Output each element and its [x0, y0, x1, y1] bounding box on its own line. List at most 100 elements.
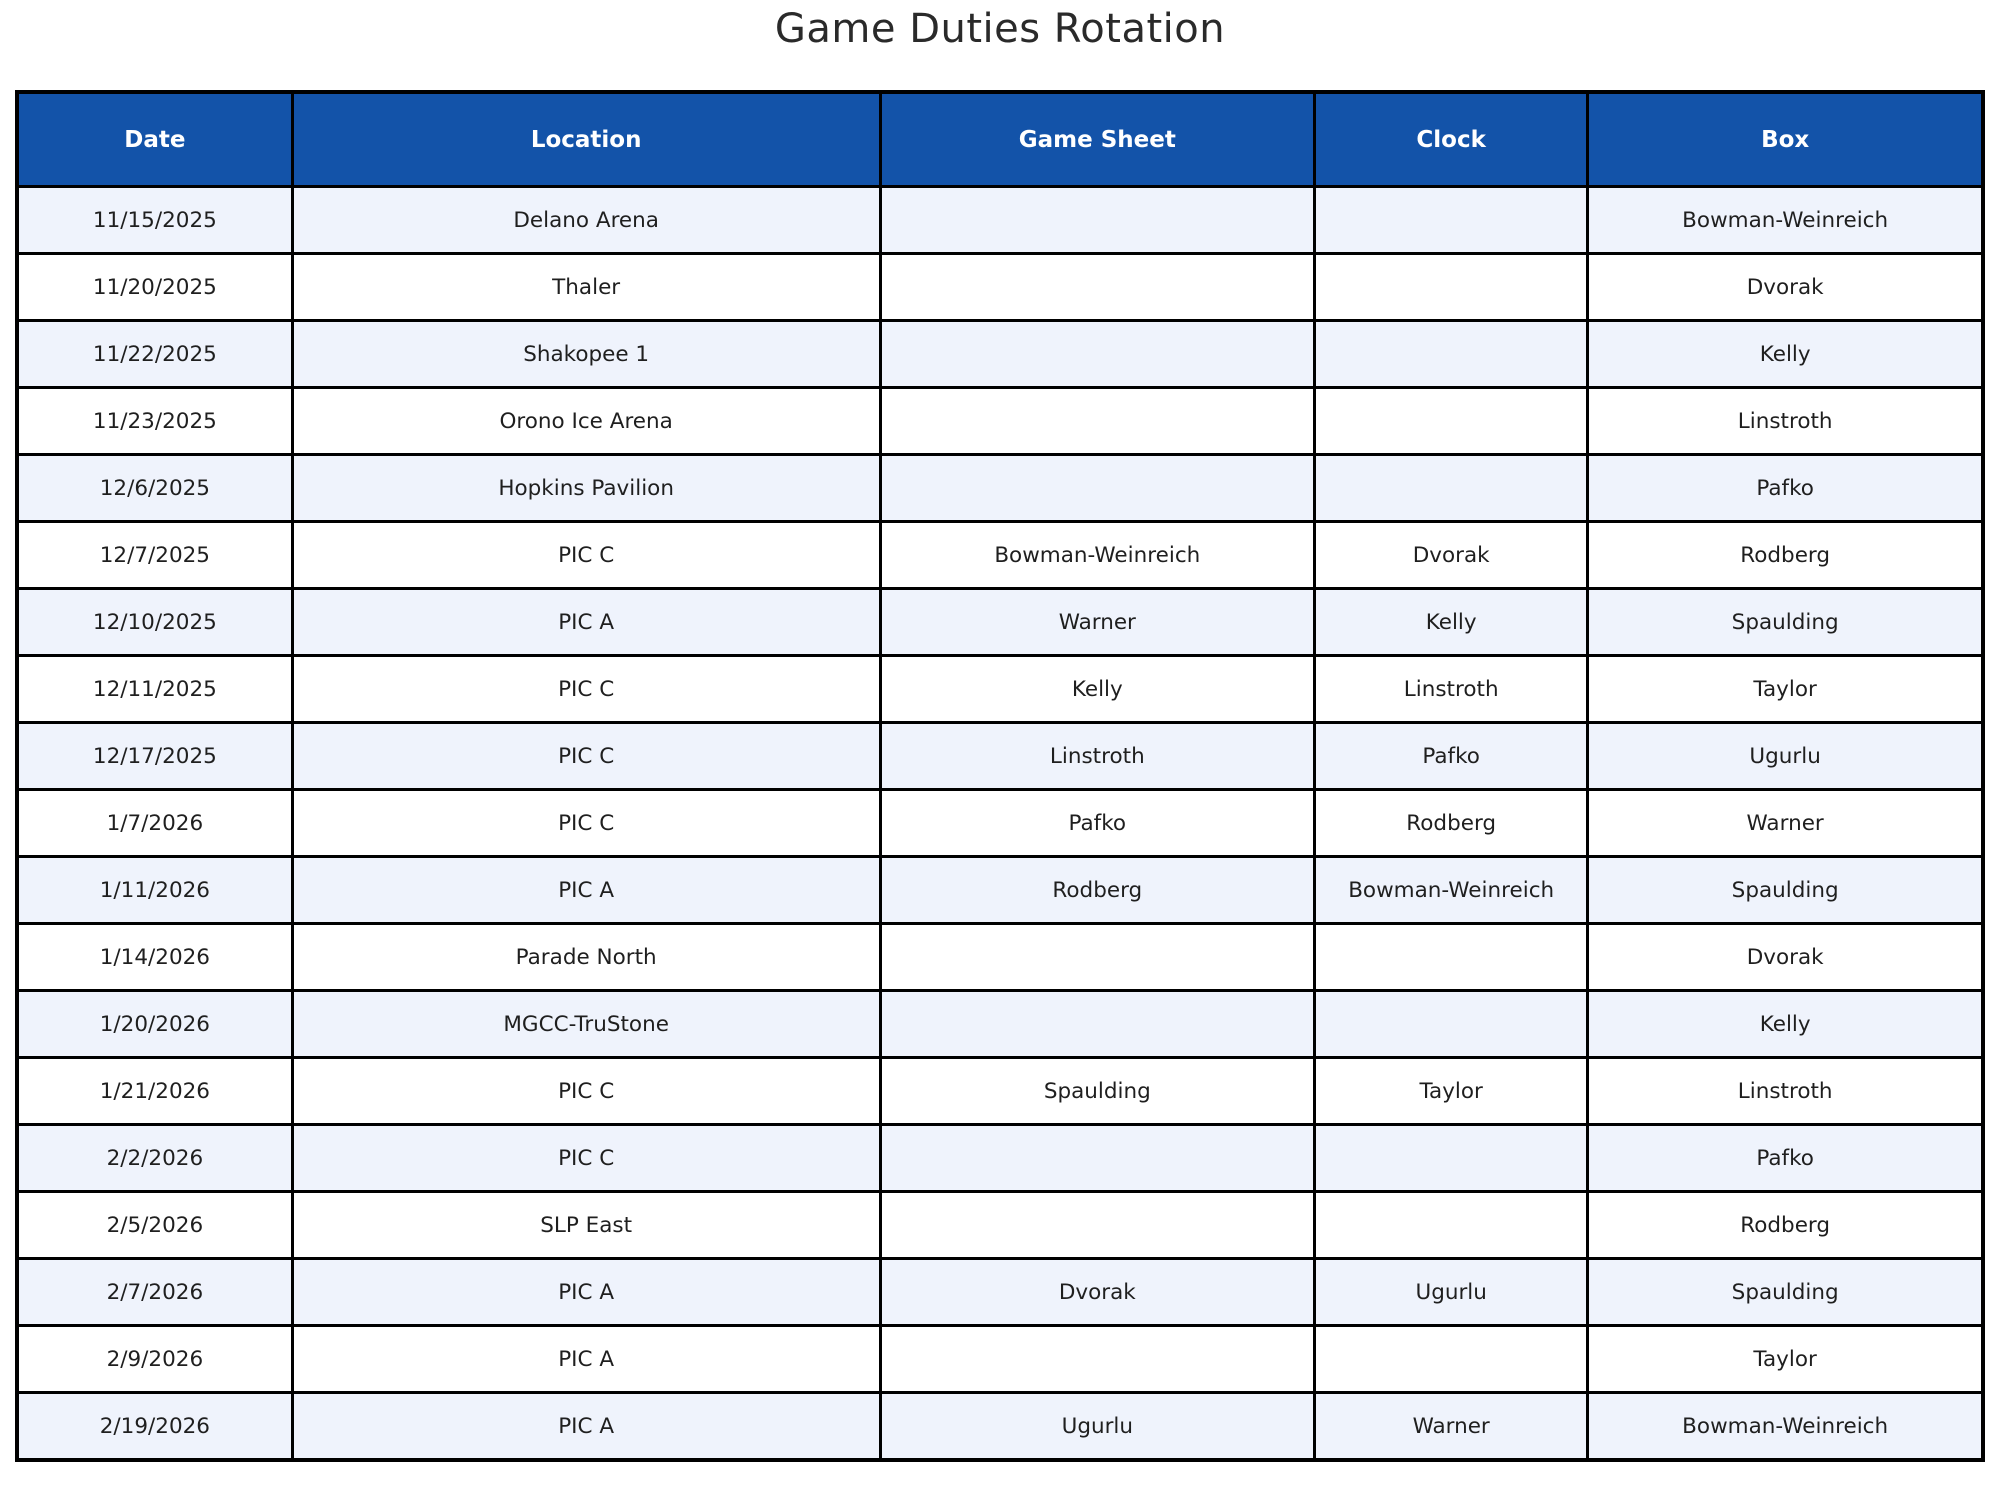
- table-row: 12/6/2025 Hopkins Pavilion Pafko: [15, 453, 1985, 523]
- table-row: 1/11/2026 PIC A Rodberg Bowman-Weinreich Spa…: [15, 855, 1985, 925]
- table-row: 11/23/2025 Orono Ice Arena Linstroth: [15, 386, 1985, 456]
- table-cell-box: Kelly: [1586, 989, 1985, 1059]
- table-cell-box: Linstroth: [1586, 1056, 1985, 1126]
- table-row: 12/11/2025 PIC C Kelly Linstroth Taylor: [15, 654, 1985, 724]
- table-cell-box: Warner: [1586, 788, 1985, 858]
- table-cell-game-sheet: [878, 1324, 1317, 1394]
- table-cell-game-sheet: [878, 386, 1317, 456]
- table-cell-location: Shakopee 1: [290, 319, 882, 389]
- table-cell-box: Bowman-Weinreich: [1586, 1391, 1985, 1462]
- table-cell-game-sheet: Pafko: [878, 788, 1317, 858]
- table-cell-box: Spaulding: [1586, 855, 1985, 925]
- table-row: 12/7/2025 PIC C Bowman-Weinreich Dvorak Rodb…: [15, 520, 1985, 590]
- table-cell-box: Spaulding: [1586, 1257, 1985, 1327]
- table-cell-date: 2/5/2026: [15, 1190, 294, 1260]
- table-cell-clock: [1313, 185, 1590, 255]
- table-cell-date: 12/17/2025: [15, 721, 294, 791]
- table-cell-date: 1/21/2026: [15, 1056, 294, 1126]
- table-cell-date: 1/7/2026: [15, 788, 294, 858]
- table-cell-location: PIC C: [290, 1056, 882, 1126]
- table-cell-location: Delano Arena: [290, 185, 882, 255]
- column-header-box: Box: [1586, 90, 1985, 188]
- column-header-date: Date: [15, 90, 294, 188]
- table-cell-date: 1/20/2026: [15, 989, 294, 1059]
- table-cell-clock: Dvorak: [1313, 520, 1590, 590]
- table-cell-box: Taylor: [1586, 654, 1985, 724]
- table-row: 1/20/2026 MGCC-TruStone Kelly: [15, 989, 1985, 1059]
- table-row: 12/17/2025 PIC C Linstroth Pafko Ugurlu: [15, 721, 1985, 791]
- table-cell-date: 11/15/2025: [15, 185, 294, 255]
- table-row: 1/7/2026 PIC C Pafko Rodberg Warner: [15, 788, 1985, 858]
- table-cell-game-sheet: Linstroth: [878, 721, 1317, 791]
- page-title: Game Duties Rotation: [774, 6, 1226, 52]
- table-body: 11/15/2025 Delano Arena Bowman-Weinreich 11…: [15, 185, 1985, 1462]
- table-cell-clock: [1313, 1190, 1590, 1260]
- table-cell-game-sheet: Ugurlu: [878, 1391, 1317, 1462]
- table-cell-location: PIC A: [290, 1324, 882, 1394]
- table-cell-box: Kelly: [1586, 319, 1985, 389]
- table-cell-location: Parade North: [290, 922, 882, 992]
- table-cell-location: PIC C: [290, 1123, 882, 1193]
- table-cell-date: 11/20/2025: [15, 252, 294, 322]
- table-cell-clock: Pafko: [1313, 721, 1590, 791]
- table-row: 2/9/2026 PIC A Taylor: [15, 1324, 1985, 1394]
- table-cell-game-sheet: [878, 1190, 1317, 1260]
- table-cell-clock: [1313, 453, 1590, 523]
- table-cell-location: PIC A: [290, 1391, 882, 1462]
- table-cell-date: 2/19/2026: [15, 1391, 294, 1462]
- table-cell-box: Spaulding: [1586, 587, 1985, 657]
- table-cell-clock: Bowman-Weinreich: [1313, 855, 1590, 925]
- table-row: 2/7/2026 PIC A Dvorak Ugurlu Spaulding: [15, 1257, 1985, 1327]
- table-cell-location: SLP East: [290, 1190, 882, 1260]
- table-cell-date: 2/7/2026: [15, 1257, 294, 1327]
- table-cell-date: 12/6/2025: [15, 453, 294, 523]
- table-cell-game-sheet: [878, 1123, 1317, 1193]
- table-cell-box: Rodberg: [1586, 1190, 1985, 1260]
- table-cell-location: PIC C: [290, 721, 882, 791]
- table-cell-box: Dvorak: [1586, 252, 1985, 322]
- table-row: 11/22/2025 Shakopee 1 Kelly: [15, 319, 1985, 389]
- table-cell-location: PIC C: [290, 520, 882, 590]
- table-row: 1/14/2026 Parade North Dvorak: [15, 922, 1985, 992]
- table-cell-clock: Warner: [1313, 1391, 1590, 1462]
- table-cell-location: PIC C: [290, 654, 882, 724]
- table-cell-location: Thaler: [290, 252, 882, 322]
- table-cell-game-sheet: Dvorak: [878, 1257, 1317, 1327]
- table-cell-game-sheet: Warner: [878, 587, 1317, 657]
- table-cell-clock: [1313, 1123, 1590, 1193]
- table-cell-box: Linstroth: [1586, 386, 1985, 456]
- table-cell-date: 12/11/2025: [15, 654, 294, 724]
- table-row: 11/20/2025 Thaler Dvorak: [15, 252, 1985, 322]
- table-cell-game-sheet: Rodberg: [878, 855, 1317, 925]
- table-cell-game-sheet: [878, 252, 1317, 322]
- column-header-location: Location: [290, 90, 882, 188]
- column-header-clock: Clock: [1313, 90, 1590, 188]
- table-row: 2/5/2026 SLP East Rodberg: [15, 1190, 1985, 1260]
- table-row: 2/2/2026 PIC C Pafko: [15, 1123, 1985, 1193]
- table-cell-clock: Ugurlu: [1313, 1257, 1590, 1327]
- table-cell-game-sheet: [878, 989, 1317, 1059]
- table-cell-game-sheet: [878, 922, 1317, 992]
- table-cell-location: PIC A: [290, 855, 882, 925]
- table-cell-location: PIC C: [290, 788, 882, 858]
- table-cell-location: Orono Ice Arena: [290, 386, 882, 456]
- table-cell-clock: [1313, 319, 1590, 389]
- table-cell-date: 12/10/2025: [15, 587, 294, 657]
- table-cell-location: MGCC-TruStone: [290, 989, 882, 1059]
- table-cell-date: 1/14/2026: [15, 922, 294, 992]
- table-cell-box: Ugurlu: [1586, 721, 1985, 791]
- table-cell-clock: Rodberg: [1313, 788, 1590, 858]
- table-cell-box: Taylor: [1586, 1324, 1985, 1394]
- table-cell-game-sheet: Kelly: [878, 654, 1317, 724]
- table-cell-clock: Taylor: [1313, 1056, 1590, 1126]
- table-row: 2/19/2026 PIC A Ugurlu Warner Bowman-Weinrei…: [15, 1391, 1985, 1462]
- table-cell-box: Pafko: [1586, 453, 1985, 523]
- table-cell-box: Bowman-Weinreich: [1586, 185, 1985, 255]
- table-cell-location: PIC A: [290, 1257, 882, 1327]
- table-cell-game-sheet: [878, 453, 1317, 523]
- table-header-row: Date Location Game Sheet Clock Box: [15, 90, 1985, 188]
- table-cell-date: 11/23/2025: [15, 386, 294, 456]
- table-cell-date: 2/2/2026: [15, 1123, 294, 1193]
- table-cell-game-sheet: [878, 319, 1317, 389]
